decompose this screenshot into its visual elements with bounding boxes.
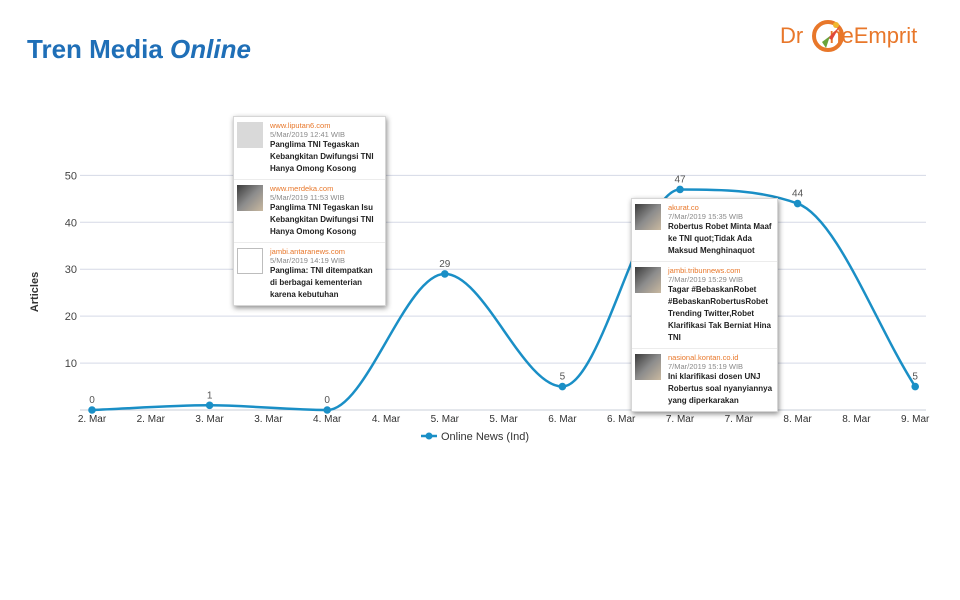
article-thumbnail bbox=[635, 204, 661, 230]
data-point[interactable] bbox=[88, 406, 96, 414]
data-point[interactable] bbox=[911, 382, 919, 391]
page-title: Tren Media Online bbox=[27, 34, 251, 65]
data-label: 5 bbox=[560, 372, 566, 383]
article-title: Robertus Robet Minta Maaf ke TNI quot;Ti… bbox=[668, 222, 772, 255]
x-tick-label: 6. Mar bbox=[548, 414, 577, 425]
article-thumbnail bbox=[237, 122, 263, 148]
logo-text: Dr neEmprit bbox=[780, 23, 917, 49]
article-title: Panglima TNI Tegaskan Kebangkitan Dwifun… bbox=[270, 140, 374, 173]
x-tick-label: 7. Mar bbox=[666, 414, 695, 425]
article-date: 5/Mar/2019 11:53 WIB bbox=[270, 193, 345, 202]
tooltip-article[interactable]: www.merdeka.com 5/Mar/2019 11:53 WIB Pangl… bbox=[234, 180, 385, 243]
data-points bbox=[88, 185, 919, 414]
article-thumbnail bbox=[237, 248, 263, 274]
tooltip-article[interactable]: nasional.kontan.co.id 7/Mar/2019 15:19 WI… bbox=[632, 349, 777, 411]
gridlines bbox=[80, 174, 926, 411]
tooltip-article[interactable]: jambi.antaranews.com 5/Mar/2019 14:19 WIB… bbox=[234, 243, 385, 305]
x-tick-label: 4. Mar bbox=[372, 414, 401, 425]
logo-text-before: Dr bbox=[780, 23, 804, 48]
article-thumbnail bbox=[635, 354, 661, 380]
x-tick-label: 9. Mar bbox=[901, 414, 930, 425]
article-title: Tagar #BebaskanRobet #BebaskanRobertusRo… bbox=[668, 285, 771, 342]
article-source[interactable]: akurat.co bbox=[668, 203, 699, 212]
bird-logo-icon bbox=[812, 20, 844, 52]
page-title-italic: Online bbox=[170, 34, 251, 64]
y-tick-label: 50 bbox=[65, 170, 77, 182]
tooltip-article[interactable]: akurat.co 7/Mar/2019 15:35 WIB Robertus Ro… bbox=[632, 199, 777, 262]
y-tick-label: 20 bbox=[65, 311, 77, 323]
article-date: 7/Mar/2019 15:19 WIB bbox=[668, 362, 744, 371]
y-tick-label: 40 bbox=[65, 217, 77, 229]
y-tick-label: 30 bbox=[65, 264, 77, 276]
article-source[interactable]: jambi.tribunnews.com bbox=[668, 266, 741, 275]
article-date: 7/Mar/2019 15:35 WIB bbox=[668, 212, 744, 221]
x-tick-label: 5. Mar bbox=[431, 414, 460, 425]
x-tick-label: 5. Mar bbox=[489, 414, 518, 425]
x-tick-label: 2. Mar bbox=[78, 414, 107, 425]
data-label: 5 bbox=[912, 372, 918, 383]
x-tick-label: 3. Mar bbox=[195, 414, 224, 425]
data-label: 29 bbox=[439, 259, 451, 270]
legend-marker bbox=[425, 432, 433, 440]
article-source[interactable]: www.liputan6.com bbox=[270, 121, 331, 130]
tooltip-mar-5: www.liputan6.com 5/Mar/2019 12:41 WIB Pang… bbox=[233, 116, 386, 306]
data-point[interactable] bbox=[558, 382, 567, 391]
data-point[interactable] bbox=[793, 199, 802, 208]
x-tick-label: 6. Mar bbox=[607, 414, 636, 425]
x-tick-label: 3. Mar bbox=[254, 414, 283, 425]
article-title: Ini klarifikasi dosen UNJ Robertus soal … bbox=[668, 372, 773, 405]
data-point[interactable] bbox=[676, 185, 684, 194]
tooltip-article[interactable]: jambi.tribunnews.com 7/Mar/2019 15:29 WIB… bbox=[632, 262, 777, 349]
data-label: 0 bbox=[324, 395, 330, 406]
x-tick-label: 2. Mar bbox=[137, 414, 166, 425]
article-date: 7/Mar/2019 15:29 WIB bbox=[668, 275, 744, 284]
data-point[interactable] bbox=[205, 401, 214, 410]
data-label: 1 bbox=[207, 390, 213, 401]
x-axis-ticks: 2. Mar 2. Mar 3. Mar 3. Mar 4. Mar 4. Mar 5. M… bbox=[78, 414, 930, 425]
article-title: Panglima TNI Tegaskan Isu Kebangkitan Dw… bbox=[270, 203, 374, 236]
x-tick-label: 8. Mar bbox=[783, 414, 812, 425]
data-point[interactable] bbox=[323, 406, 332, 414]
article-date: 5/Mar/2019 12:41 WIB bbox=[270, 130, 346, 139]
y-tick-label: 10 bbox=[65, 358, 77, 370]
article-source[interactable]: nasional.kontan.co.id bbox=[668, 353, 739, 362]
tooltip-mar-7: akurat.co 7/Mar/2019 15:35 WIB Robertus Ro… bbox=[631, 198, 778, 412]
article-title: Panglima: TNI ditempatkan di berbagai ke… bbox=[270, 266, 373, 299]
article-source[interactable]: jambi.antaranews.com bbox=[270, 247, 346, 256]
data-labels: 0 1 0 29 5 47 44 5 bbox=[89, 174, 918, 406]
article-source[interactable]: www.merdeka.com bbox=[270, 184, 334, 193]
article-thumbnail bbox=[635, 267, 661, 293]
chart-legend[interactable]: Online News (Ind) bbox=[421, 431, 529, 443]
tooltip-article[interactable]: www.liputan6.com 5/Mar/2019 12:41 WIB Pang… bbox=[234, 117, 385, 180]
data-label: 0 bbox=[89, 395, 95, 406]
x-tick-label: 8. Mar bbox=[842, 414, 871, 425]
drone-emprit-logo: Dr neEmprit bbox=[780, 16, 940, 56]
article-thumbnail bbox=[237, 185, 263, 211]
data-point[interactable] bbox=[441, 270, 449, 278]
article-date: 5/Mar/2019 14:19 WIB bbox=[270, 256, 346, 265]
y-axis-ticks: 10 20 30 40 50 bbox=[65, 170, 77, 370]
x-tick-label: 4. Mar bbox=[313, 414, 342, 425]
y-axis-label: Articles bbox=[29, 272, 41, 312]
page-title-plain: Tren Media bbox=[27, 34, 171, 64]
data-label: 47 bbox=[674, 174, 686, 185]
legend-label: Online News (Ind) bbox=[441, 431, 529, 443]
data-label: 44 bbox=[792, 189, 804, 200]
x-tick-label: 7. Mar bbox=[725, 414, 754, 425]
